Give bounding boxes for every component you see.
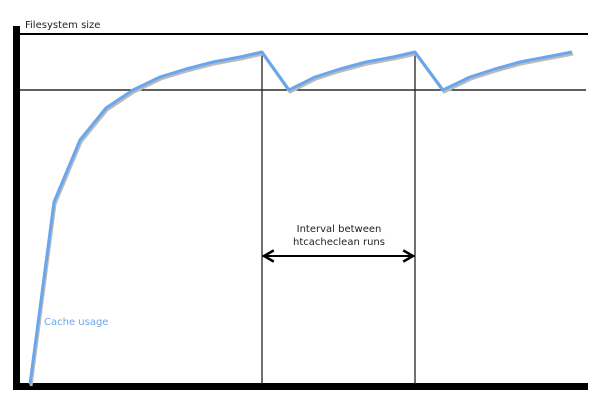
y-axis: [13, 26, 20, 390]
cache-usage-label: Cache usage: [44, 317, 108, 328]
cache-usage-curve: [28, 50, 573, 385]
interval-label-line2: htcacheclean runs: [293, 237, 385, 248]
x-axis: [13, 383, 588, 390]
y-axis-label: Filesystem size: [25, 20, 100, 31]
interval-label-line1: Interval between: [297, 224, 382, 235]
cache-usage-curve-shadow: [29, 52, 574, 387]
